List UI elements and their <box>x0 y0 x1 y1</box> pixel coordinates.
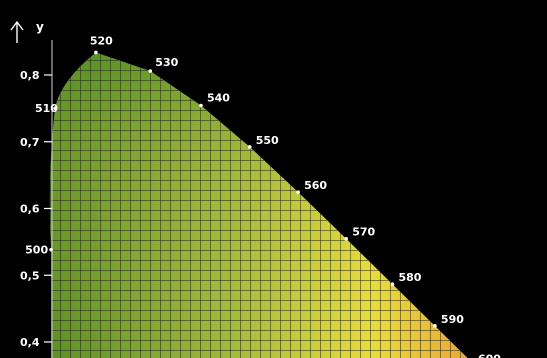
wavelength-label: 550 <box>256 134 279 147</box>
wavelength-label: 540 <box>207 92 230 105</box>
locus-point <box>49 247 53 252</box>
locus-point <box>94 50 98 55</box>
locus-point <box>344 236 348 241</box>
locus-point <box>433 324 437 328</box>
y-tick-label: 0,6 <box>20 203 40 216</box>
y-axis-arrow-icon <box>10 20 24 43</box>
wavelength-label: 520 <box>90 34 113 47</box>
wavelength-label: 570 <box>352 226 375 239</box>
wavelength-label: 580 <box>398 271 421 284</box>
wavelength-label: 500 <box>25 244 48 257</box>
locus-point <box>148 69 153 73</box>
locus-point <box>390 282 395 286</box>
y-tick-label: 0,4 <box>20 336 40 349</box>
locus-point <box>296 190 300 194</box>
y-axis-label: y <box>36 20 44 34</box>
locus-point <box>53 106 57 111</box>
locus-point <box>199 103 203 108</box>
wavelength-label: 590 <box>441 313 464 326</box>
locus-point <box>247 145 252 149</box>
y-tick-label: 0,7 <box>20 136 40 149</box>
y-axis: 0,8 0,7 0,6 0,5 0,4 <box>20 40 53 358</box>
y-tick-label: 0,8 <box>20 69 40 82</box>
wavelength-label: 560 <box>304 179 327 192</box>
wavelength-label: 530 <box>155 56 178 69</box>
wavelength-label: 600 <box>478 352 501 358</box>
y-tick-label: 0,5 <box>20 269 40 282</box>
wavelength-label: 510 <box>35 102 58 115</box>
spectral-locus-marks: 500 510 520 530 540 550 560 570 580 590 600 <box>25 34 501 358</box>
